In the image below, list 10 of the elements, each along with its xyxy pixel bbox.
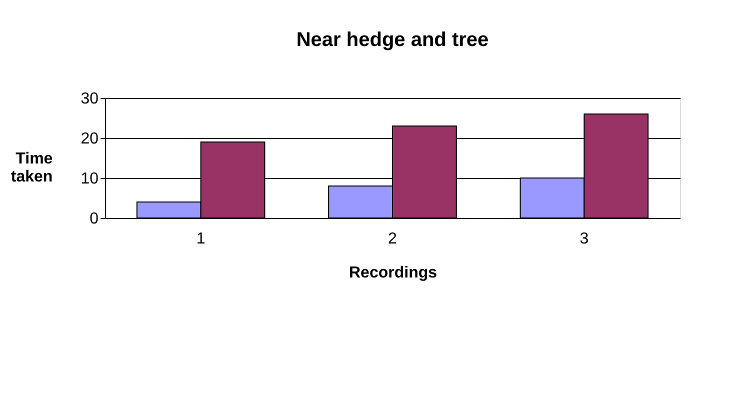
y-axis-title: Time taken xyxy=(10,150,53,186)
y-tick-label: 10 xyxy=(80,170,99,188)
y-tick-label: 0 xyxy=(90,210,99,228)
x-tick-label: 3 xyxy=(580,230,589,248)
x-tick-label: 1 xyxy=(196,230,206,248)
y-tick-label: 30 xyxy=(80,90,99,108)
chart-title: Near hedge and tree xyxy=(296,29,489,51)
x-axis-title: Recordings xyxy=(348,264,438,282)
y-tick-label: 20 xyxy=(80,130,99,148)
x-tick-label: 2 xyxy=(388,230,398,248)
